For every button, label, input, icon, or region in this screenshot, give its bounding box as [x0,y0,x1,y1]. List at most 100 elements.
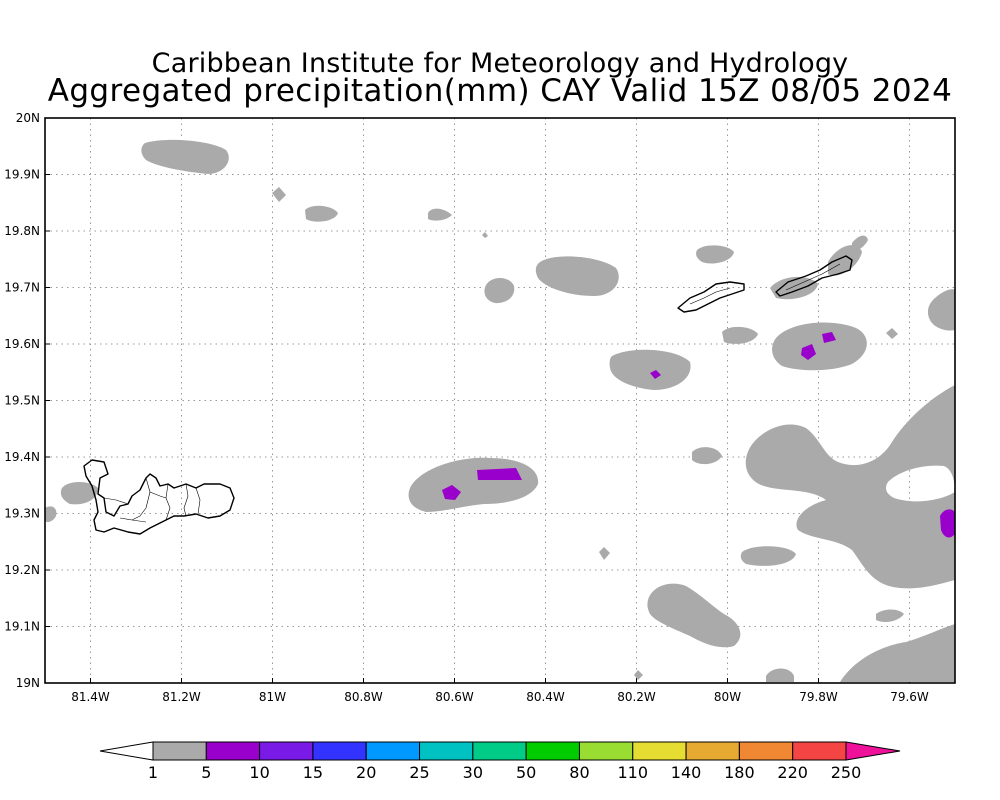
precip-area [772,322,867,371]
precip-core [801,344,816,360]
precip-area [886,328,898,339]
colorbar-segment [472,741,527,761]
coastlines [83,255,853,535]
colorbar-labels: 1 5 10 15 20 25 30 50 80 110 140 180 220 250 [148,763,861,782]
grand-cayman-coastline [83,459,235,535]
precip-area [60,482,98,505]
colorbar-segment [365,741,421,761]
grand-cayman-district [103,477,201,523]
precip-area [272,187,286,202]
precip-area [927,289,955,331]
cayman-brac-inner [785,263,841,291]
colorbar-label: 15 [303,763,323,782]
title-line-1: Caribbean Institute for Meteorology and … [151,48,849,79]
lon-tick-label: 80W [714,690,741,704]
lat-tick-label: 19.8N [4,224,40,238]
precip-area [647,583,741,648]
precip-area [876,609,904,622]
precip-areas-low [45,139,955,682]
lon-tick-label: 81.4W [71,690,110,704]
lat-tick-label: 19.3N [4,507,40,521]
colorbar [99,741,901,761]
lon-tick-label: 80.4W [526,690,565,704]
colorbar-label: 10 [249,763,269,782]
map-frame [44,117,956,684]
lon-tick-label: 80.6W [435,690,474,704]
colorbar-label: 110 [617,763,648,782]
lat-tick-label: 19.7N [4,281,40,295]
colorbar-segment [419,741,474,761]
colorbar-segment [632,741,687,761]
precip-area [696,245,734,264]
colorbar-segment [685,741,740,761]
precip-core [477,468,522,480]
cayman-brac-coastline [775,255,853,297]
longitude-labels: 81.4W 81.2W 81W 80.8W 80.6W 80.4W 80.2W 80W 79.8… [71,690,929,704]
latitude-labels: 19N 19.1N 19.2N 19.3N 19.4N 19.5N 19.6N 19.7N 19… [4,111,40,690]
colorbar-label: 25 [409,763,429,782]
colorbar-label: 20 [356,763,376,782]
precip-area [45,506,57,523]
lat-tick-label: 19.6N [4,337,40,351]
colorbar-label: 5 [201,763,211,782]
precip-area [428,208,452,221]
precip-area [305,205,338,222]
precip-core [822,332,836,343]
lon-tick-label: 81.2W [162,690,201,704]
precip-area [840,624,955,682]
colorbar-label: 1 [148,763,158,782]
colorbar-label: 30 [463,763,483,782]
lat-tick-label: 19.5N [4,394,40,408]
colorbar-under-triangle [99,741,154,761]
precip-area [408,457,539,512]
colorbar-segment [152,741,207,761]
lat-tick-label: 20N [16,111,40,125]
precip-core [940,509,955,538]
lat-tick-label: 19.2N [4,563,40,577]
title-line-2: Aggregated precipitation(mm) CAY Valid 1… [47,73,953,109]
colorbar-segment [792,741,847,761]
lat-tick-label: 19N [16,676,40,690]
colorbar-label: 180 [724,763,755,782]
precip-area [692,447,722,465]
precip-area [141,139,229,174]
colorbar-segment [578,741,634,761]
lat-tick-label: 19.4N [4,450,40,464]
lon-tick-label: 79.6W [890,690,929,704]
colorbar-label: 220 [777,763,808,782]
precip-area [609,349,691,390]
precip-area [484,277,515,304]
colorbar-segment [259,741,314,761]
little-cayman-coastline [677,281,745,313]
lon-tick-label: 80.2W [617,690,656,704]
map-grid [45,117,955,684]
precip-area [634,670,643,680]
colorbar-segment [738,741,794,761]
precip-area [722,326,758,344]
precip-area [770,276,818,300]
colorbar-label: 50 [516,763,536,782]
precip-area [535,256,619,296]
colorbar-over-triangle [845,741,901,761]
colorbar-label: 80 [569,763,589,782]
precip-area [482,232,488,238]
precip-area [599,547,610,560]
colorbar-label: 250 [831,763,862,782]
little-cayman-inner [689,287,731,305]
lat-tick-label: 19.9N [4,168,40,182]
precip-area [740,546,796,566]
precip-area [745,385,955,589]
lon-tick-label: 81W [259,690,286,704]
precip-core [650,370,661,379]
precip-core [442,485,461,500]
lon-tick-label: 80.8W [344,690,383,704]
precip-area [766,668,794,682]
precip-area [828,245,862,276]
colorbar-label: 140 [671,763,702,782]
colorbar-segment [205,741,261,761]
lon-tick-label: 79.8W [799,690,838,704]
colorbar-segment [525,741,580,761]
lat-tick-label: 19.1N [4,620,40,634]
colorbar-segment [312,741,367,761]
